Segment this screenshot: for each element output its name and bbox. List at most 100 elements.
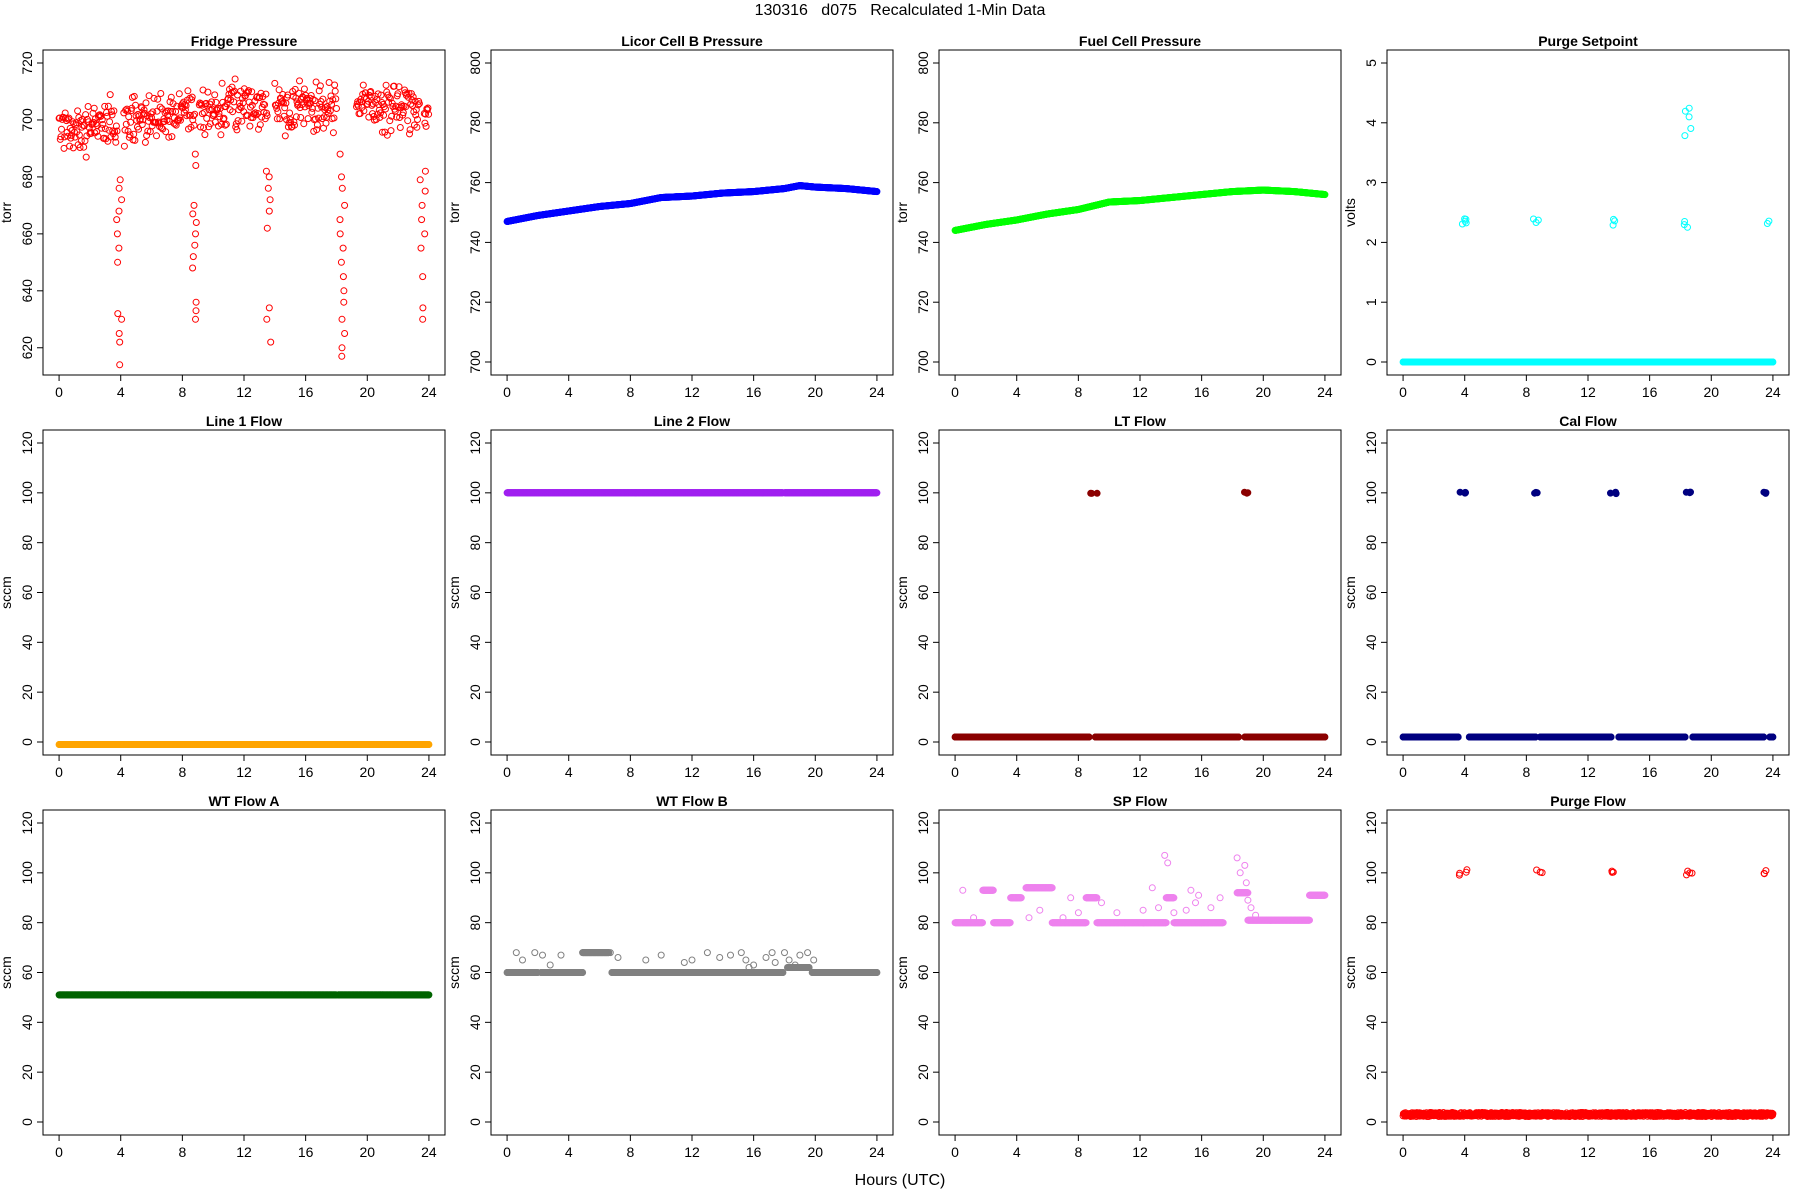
data-point xyxy=(120,142,128,150)
data-point xyxy=(300,85,308,93)
data-point xyxy=(372,116,380,123)
data-point xyxy=(156,103,164,111)
y-tick-label: 20 xyxy=(19,684,35,700)
data-point xyxy=(332,95,340,103)
x-tick-label: 4 xyxy=(117,764,125,780)
data-point xyxy=(212,98,220,106)
figure-title: 130316 d075 Recalculated 1-Min Data xyxy=(754,2,1046,19)
data-point xyxy=(113,230,121,238)
data-point xyxy=(263,315,271,323)
data-point xyxy=(319,95,327,103)
x-tick-label: 16 xyxy=(746,384,762,400)
data-point xyxy=(416,176,424,184)
data-point xyxy=(421,119,429,127)
data-point xyxy=(405,89,413,97)
data-point xyxy=(231,75,239,83)
y-tick-label: 4 xyxy=(1363,119,1379,127)
x-tick-label: 16 xyxy=(1642,384,1658,400)
data-point xyxy=(101,102,109,110)
data-point xyxy=(221,121,229,129)
y-axis-label: torr xyxy=(446,202,462,223)
data-point xyxy=(143,132,151,139)
data-point xyxy=(336,230,344,238)
data-point xyxy=(219,115,227,123)
data-point xyxy=(419,315,427,323)
data-point xyxy=(190,201,198,209)
data-point xyxy=(135,125,143,133)
plot-frame xyxy=(42,429,446,756)
data-point xyxy=(215,110,223,117)
x-tick-label: 8 xyxy=(1074,384,1082,400)
data-point xyxy=(414,101,422,109)
data-point xyxy=(281,132,289,140)
data-point xyxy=(263,109,270,117)
data-point xyxy=(387,127,395,135)
data-point xyxy=(365,113,373,121)
data-point xyxy=(294,100,302,108)
x-tick-label: 20 xyxy=(807,384,823,400)
data-point xyxy=(112,122,120,130)
data-point xyxy=(291,85,299,93)
y-tick-label: 740 xyxy=(915,231,931,255)
data-point xyxy=(126,131,134,139)
data-point xyxy=(118,315,126,323)
data-point xyxy=(115,244,123,252)
data-point xyxy=(208,98,216,106)
x-tick-label: 4 xyxy=(1461,384,1469,400)
x-tick-label: 0 xyxy=(1399,384,1407,400)
y-tick-label: 760 xyxy=(467,171,483,195)
data-point xyxy=(127,118,135,126)
data-point xyxy=(329,96,337,104)
data-point xyxy=(222,120,230,128)
data-point xyxy=(80,122,88,130)
x-tick-label: 12 xyxy=(1132,384,1148,400)
y-tick-label: 2 xyxy=(1363,238,1379,246)
data-point xyxy=(263,112,271,120)
data-point xyxy=(111,133,119,141)
x-tick-label: 8 xyxy=(178,764,186,780)
y-tick-label: 800 xyxy=(467,51,483,75)
data-point xyxy=(264,184,272,192)
data-point xyxy=(318,115,326,123)
data-point xyxy=(114,258,122,266)
data-point xyxy=(113,127,121,135)
data-point xyxy=(308,108,316,116)
data-point xyxy=(204,88,212,96)
data-point xyxy=(315,87,323,95)
data-point xyxy=(338,315,346,323)
x-tick-label: 12 xyxy=(236,764,252,780)
x-tick-label: 4 xyxy=(565,384,573,400)
data-point xyxy=(116,176,124,184)
data-point xyxy=(101,125,109,133)
data-point xyxy=(234,117,242,125)
y-axis-label: volts xyxy=(1342,198,1358,227)
data-point xyxy=(296,77,303,85)
data-point xyxy=(116,338,124,346)
data-point xyxy=(246,122,254,130)
data-point xyxy=(147,110,155,118)
data-point xyxy=(273,115,281,123)
data-point xyxy=(189,253,197,261)
data-point xyxy=(406,130,413,138)
data-point xyxy=(262,167,270,175)
data-point xyxy=(295,89,303,97)
data-point xyxy=(413,123,421,131)
data-point xyxy=(131,136,139,144)
data-point xyxy=(191,150,199,158)
data-point xyxy=(310,116,318,124)
data-point xyxy=(419,304,427,312)
data-point xyxy=(359,81,367,89)
data-point xyxy=(338,352,346,360)
data-point xyxy=(406,126,414,134)
series-points xyxy=(503,182,881,225)
x-tick-label: 24 xyxy=(421,384,437,400)
data-point xyxy=(192,298,200,306)
data-point xyxy=(114,310,122,318)
x-tick-label: 8 xyxy=(1522,384,1530,400)
data-point xyxy=(304,115,312,123)
data-point xyxy=(110,107,118,115)
